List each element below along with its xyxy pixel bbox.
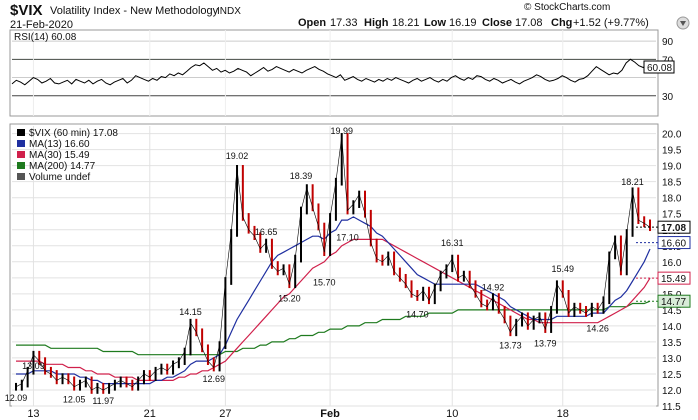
open-value: 17.33 <box>330 17 358 29</box>
legend-entry: MA(30) 15.49 <box>29 150 90 161</box>
data-label: 19.02 <box>226 151 249 161</box>
data-label: 13.09 <box>22 361 45 371</box>
high-value: 18.21 <box>392 17 420 29</box>
rsi-tick-label: 90 <box>662 37 674 48</box>
symbol-label: $VIX <box>10 2 43 19</box>
x-tick-label: 21 <box>144 408 156 420</box>
low-value: 16.19 <box>449 17 477 29</box>
rsi-panel: RSI(14) 60.08 907030 60.08 <box>9 29 675 117</box>
price-tick-label: 19.5 <box>662 146 682 157</box>
data-label: 18.21 <box>621 177 644 187</box>
data-label: 13.79 <box>534 339 557 349</box>
legend-swatch <box>17 151 25 158</box>
series-line-vix <box>15 136 651 391</box>
x-tick-label: 13 <box>27 408 39 420</box>
low-label: Low <box>424 17 446 29</box>
rsi-value-tag <box>643 60 675 74</box>
price-frame <box>9 123 659 407</box>
x-tick-label: Feb <box>320 408 340 420</box>
rsi-legend: RSI(14) 60.08 <box>14 32 77 43</box>
data-label: 11.97 <box>92 396 114 406</box>
data-label: 14.26 <box>586 324 609 334</box>
price-tick-label: 18.0 <box>662 194 682 205</box>
data-label: 17.10 <box>336 233 359 243</box>
legend-entry: MA(200) 14.77 <box>29 161 96 172</box>
price-tick-label: 14.0 <box>662 322 682 333</box>
price-tick-label: 16.0 <box>662 258 682 269</box>
chart-header: $VIX Volatility Index - New Methodology … <box>10 2 690 31</box>
rsi-frame <box>9 29 659 117</box>
price-tick-label: 20.0 <box>662 130 682 141</box>
price-tick-label: 19.0 <box>662 162 682 173</box>
data-label: 14.92 <box>482 282 505 292</box>
value-tag-text: 14.77 <box>661 297 686 308</box>
exchange-label: INDX <box>217 6 241 17</box>
watermark: © StockCharts.com <box>524 2 610 13</box>
x-tick-label: 18 <box>557 408 569 420</box>
data-label: 12.69 <box>202 374 225 384</box>
x-tick-label: 10 <box>446 408 458 420</box>
close-label: Close <box>482 17 512 29</box>
price-tick-label: 12.5 <box>662 370 682 381</box>
date-label: 21-Feb-2020 <box>10 19 73 31</box>
x-tick-label: 27 <box>219 408 231 420</box>
price-panel: 12.09 13.09 12.05 11.97 14.15 12.69 19.02 16.65… <box>5 123 691 420</box>
data-label: 16.65 <box>255 227 278 237</box>
legend-swatch <box>17 140 25 147</box>
price-tick-label: 12.0 <box>662 386 682 397</box>
rsi-value-tag-text: 60.08 <box>647 63 672 74</box>
price-tick-label: 18.5 <box>662 178 682 189</box>
legend-entry: Volume undef <box>29 172 90 183</box>
close-value: 17.08 <box>515 17 543 29</box>
value-tag-text: 17.08 <box>661 223 686 234</box>
chg-label: Chg <box>551 17 572 29</box>
chg-value: +1.52 (+9.77%) <box>573 17 649 29</box>
data-label: 14.70 <box>406 309 429 319</box>
legend-entry: MA(13) 16.60 <box>29 139 90 150</box>
rsi-line <box>11 58 657 86</box>
legend-entry: $VIX (60 min) 17.08 <box>29 128 118 139</box>
data-label: 13.73 <box>499 341 522 351</box>
price-tick-label: 11.5 <box>662 402 681 413</box>
data-label: 12.05 <box>63 394 86 404</box>
data-label: 15.49 <box>551 264 574 274</box>
legend-swatch <box>17 129 25 136</box>
chevron-down-icon <box>680 21 686 26</box>
data-label: 15.70 <box>313 277 336 287</box>
data-label: 18.39 <box>290 171 313 181</box>
high-label: High <box>364 17 389 29</box>
price-tick-label: 13.5 <box>662 338 682 349</box>
price-tick-label: 14.5 <box>662 306 682 317</box>
price-tick-label: 13.0 <box>662 354 682 365</box>
data-label: 14.15 <box>179 307 202 317</box>
open-label: Open <box>298 17 326 29</box>
price-tick-label: 17.5 <box>662 210 682 221</box>
legend-swatch <box>17 162 25 169</box>
data-label: 19.99 <box>330 126 353 136</box>
value-tag-text: 15.49 <box>661 274 686 285</box>
data-label: 15.20 <box>278 293 301 303</box>
data-label: 16.31 <box>441 238 464 248</box>
value-tag-text: 16.60 <box>661 239 686 250</box>
data-label: 12.09 <box>5 393 28 403</box>
rsi-tick-label: 30 <box>662 92 674 103</box>
series-line-ma200 <box>16 300 651 356</box>
legend-swatch <box>17 173 25 180</box>
index-name: Volatility Index - New Methodology <box>50 5 219 17</box>
